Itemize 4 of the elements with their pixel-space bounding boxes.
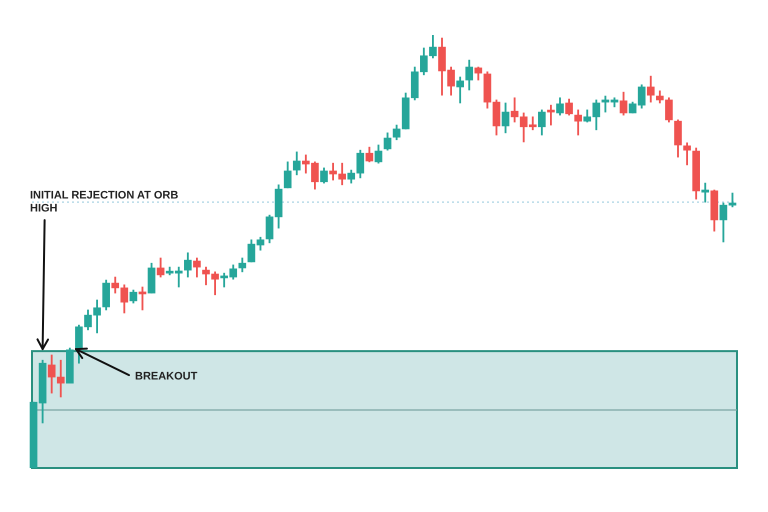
candlestick [138,286,146,310]
annotation: INITIAL REJECTION AT ORB HIGH [30,190,178,215]
candlestick [547,104,555,126]
annotation: BREAKOUT [135,370,198,383]
